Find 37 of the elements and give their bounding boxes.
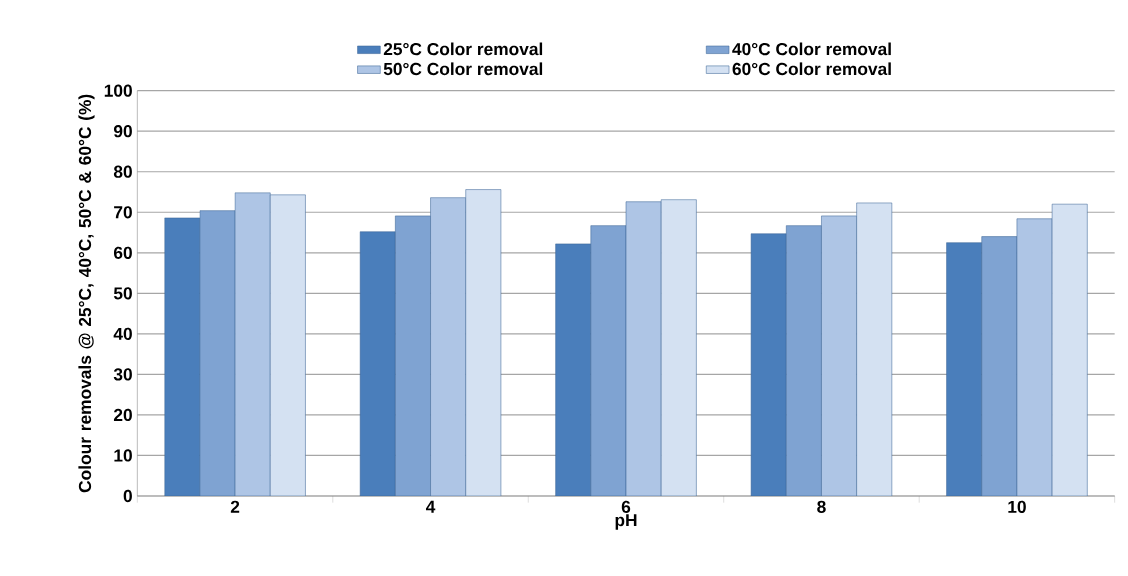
- bar: [555, 243, 592, 496]
- y-tick-label: 40: [113, 327, 132, 340]
- y-tick-label: 90: [113, 125, 132, 138]
- y-tick-label: 70: [114, 206, 132, 219]
- y-tick-label: 10: [114, 449, 132, 462]
- y-tick-label: 0: [123, 489, 132, 503]
- bar: [946, 242, 983, 496]
- bar: [395, 215, 431, 496]
- x-tick-label: 6: [621, 500, 631, 513]
- x-tick-label: 8: [817, 500, 826, 513]
- y-tick-label: 60: [113, 246, 132, 259]
- legend-label: 60°C Color removal: [732, 62, 891, 76]
- bar: [164, 217, 201, 496]
- legend-label: 40°C Color removal: [732, 42, 891, 56]
- bar: [625, 201, 662, 496]
- bar: [359, 231, 396, 496]
- bar: [234, 192, 271, 496]
- x-axis-title: pH: [615, 514, 637, 530]
- bar: [750, 233, 787, 496]
- y-tick-label: 20: [113, 408, 132, 422]
- x-tick-label: 10: [1008, 500, 1026, 513]
- legend-label: 25°C Color removal: [383, 42, 543, 56]
- legend-label: 50°C Color removal: [383, 62, 543, 76]
- bar: [430, 197, 466, 496]
- x-tick-label: 2: [230, 500, 240, 513]
- y-tick-label: 30: [113, 368, 132, 381]
- bar: [1016, 218, 1053, 496]
- bar: [821, 215, 857, 496]
- bar: [199, 210, 236, 496]
- y-axis-title: Colour removals @ 25°C, 40°C, 50°C & 60°C (%): [78, 94, 95, 493]
- y-tick-label: 100: [104, 84, 132, 97]
- bar: [786, 225, 822, 496]
- bar: [981, 236, 1018, 496]
- bar: [590, 225, 627, 496]
- x-tick-label: 4: [425, 500, 436, 513]
- y-tick-label: 50: [113, 287, 132, 300]
- y-tick-label: 80: [113, 165, 132, 178]
